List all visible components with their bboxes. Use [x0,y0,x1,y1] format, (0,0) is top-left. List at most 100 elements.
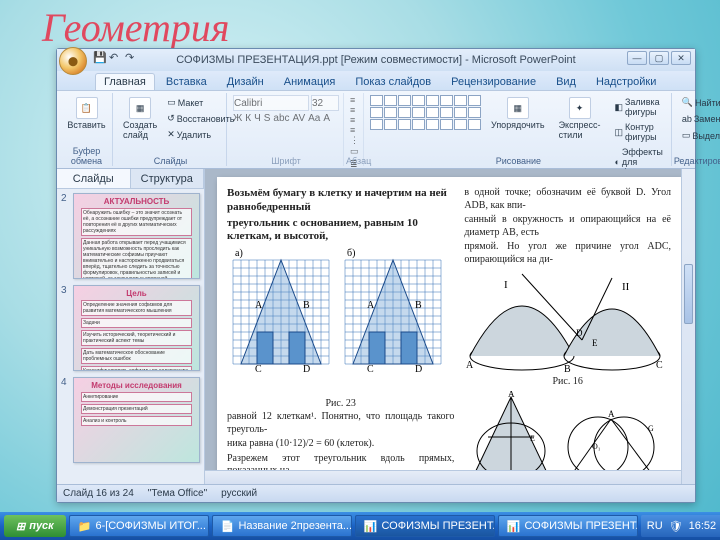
ribbon-tab-2[interactable]: Дизайн [218,73,273,90]
figure-label: Рис. 23 [227,398,454,409]
maximize-button[interactable]: ▢ [649,51,669,65]
thumbnail-item[interactable]: 2АКТУАЛЬНОСТЬОбнаружить ошибку – это зна… [61,193,200,279]
thumb-preview[interactable]: ЦельОпределение значения софизмов для ра… [73,285,200,371]
svg-text:II: II [622,281,630,293]
slide-view[interactable]: Возьмём бумагу в клетку и начертим на не… [205,169,695,484]
language-indicator: русский [221,488,257,499]
thumb-preview[interactable]: АКТУАЛЬНОСТЬОбнаружить ошибку – это знач… [73,193,200,279]
taskbar-item[interactable]: 📄Название 2презента... [212,515,352,537]
layout-button[interactable]: ▭ Макет [163,95,238,110]
vertical-scrollbar[interactable] [681,169,695,484]
shape-fill-button[interactable]: ◧ Заливка фигуры [610,95,666,119]
statusbar: Слайд 16 из 24 "Тема Office" русский [57,484,695,502]
outline-label: Контур фигуры [625,122,663,142]
save-icon[interactable]: 💾 [93,51,105,63]
group-label: Рисование [366,156,671,166]
ribbon-tab-5[interactable]: Рецензирование [442,73,545,90]
taskbar-item[interactable]: 📊СОФИЗМЫ ПРЕЗЕНТ... [498,515,638,537]
svg-text:а): а) [235,248,243,259]
app-label: Название 2презента... [238,520,351,532]
font-size-select[interactable] [311,95,339,111]
system-tray[interactable]: RU 🛡 16:52 [641,515,720,537]
reset-label: Восстановить [177,114,235,124]
svg-text:A: A [367,300,375,311]
new-slide-button[interactable]: ▦ Создать слайд [119,95,161,142]
svg-text:C: C [255,364,262,375]
text-line: санный в окружность и опирающийся на её … [464,214,671,239]
taskbar-item[interactable]: 📊СОФИЗМЫ ПРЕЗЕНТ... [355,515,495,537]
thumb-preview[interactable]: Методы исследованияАнкетированиеДемонстр… [73,377,200,463]
delete-button[interactable]: ✕ Удалить [163,127,238,142]
thumbnail-item[interactable]: 4Методы исследованияАнкетированиеДемонст… [61,377,200,463]
slide-left-column: Возьмём бумагу в клетку и начертим на не… [227,185,454,466]
font-style-button[interactable]: AV [293,113,306,124]
office-button[interactable]: ⬤ [59,47,87,75]
font-style-button[interactable]: Ж [233,113,242,124]
font-style-button[interactable]: abc [273,113,289,124]
shapes-gallery[interactable] [370,95,481,130]
paste-button[interactable]: 📋 Вставить [65,95,108,132]
undo-icon[interactable]: ↶ [109,51,121,63]
ribbon-tab-4[interactable]: Показ слайдов [346,73,440,90]
app-label: СОФИЗМЫ ПРЕЗЕНТ... [524,520,637,532]
paste-icon: 📋 [76,97,98,119]
arrange-button[interactable]: ▦Упорядочить [487,95,549,132]
close-button[interactable]: ✕ [671,51,691,65]
pane-tab[interactable]: Структура [131,169,205,188]
svg-text:B: B [303,300,310,311]
group-label: Буфер обмена [61,146,112,166]
taskbar-item[interactable]: 📁6-[СОФИЗМЫ ИТОГ... [69,515,209,537]
select-label: Выделить [692,131,720,141]
start-label: пуск [29,520,54,532]
font-style-button[interactable]: К [245,113,251,124]
powerpoint-window: ⬤ 💾 ↶ ↷ СОФИЗМЫ ПРЕЗЕНТАЦИЯ.ppt [Режим с… [56,48,696,503]
quickstyles-button[interactable]: ✦Экспресс-стили [555,95,605,142]
thumbnail-item[interactable]: 3ЦельОпределение значения софизмов для р… [61,285,200,371]
thumb-number: 4 [61,377,69,463]
ribbon-tab-0[interactable]: Главная [95,73,155,90]
svg-text:C: C [656,360,663,371]
find-label: Найти [695,98,720,108]
find-button[interactable]: 🔍 Найти [678,95,720,110]
svg-text:E: E [592,338,598,348]
redo-icon[interactable]: ↷ [125,51,137,63]
ribbon-tab-1[interactable]: Вставка [157,73,216,90]
replace-label: Заменить [694,114,720,124]
font-style-button[interactable]: A [323,113,330,124]
pane-tab[interactable]: Слайды [57,169,131,188]
horizontal-scrollbar[interactable] [205,470,681,484]
taskbar: ⊞ пуск 📁6-[СОФИЗМЫ ИТОГ...📄Название 2пре… [0,512,720,540]
shape-outline-button[interactable]: ◫ Контур фигуры [610,120,666,144]
font-style-button[interactable]: Aa [308,113,320,124]
svg-text:G: G [648,424,654,433]
titlebar: ⬤ 💾 ↶ ↷ СОФИЗМЫ ПРЕЗЕНТАЦИЯ.ppt [Режим с… [57,49,695,71]
minimize-button[interactable]: — [627,51,647,65]
thumbnails-list[interactable]: 2АКТУАЛЬНОСТЬОбнаружить ошибку – это зна… [57,189,204,484]
svg-text:O₁: O₁ [592,442,601,451]
tray-icon[interactable]: 🛡 [669,520,683,533]
lang-indicator[interactable]: RU [647,520,663,532]
svg-text:A: A [608,409,615,419]
ribbon-tabs: ГлавнаяВставкаДизайнАнимацияПоказ слайдо… [57,71,695,91]
reset-button[interactable]: ↺ Восстановить [163,111,238,126]
new-slide-label: Создать слайд [123,120,157,140]
svg-text:A: A [255,300,263,311]
quick-access-toolbar[interactable]: 💾 ↶ ↷ [93,51,137,63]
font-style-button[interactable]: S [264,113,271,124]
layout-label: Макет [178,98,203,108]
scroll-thumb[interactable] [684,264,693,324]
ribbon-tab-3[interactable]: Анимация [275,73,345,90]
ribbon: 📋 Вставить Буфер обмена ▦ Создать слайд … [57,91,695,169]
ribbon-tab-6[interactable]: Вид [547,73,585,90]
font-family-select[interactable] [233,95,309,111]
select-button[interactable]: ▭ Выделить [678,128,720,143]
group-label: Шрифт [229,156,343,166]
start-button[interactable]: ⊞ пуск [4,515,66,537]
arrange-label: Упорядочить [491,120,545,130]
text-line: в одной точке; обозначим её буквой D. Уг… [464,187,671,212]
figure-23: а)ABCDб)ABCD [227,246,447,396]
replace-button[interactable]: ab Заменить [678,112,720,126]
group-drawing: ▦Упорядочить ✦Экспресс-стили ◧ Заливка ф… [366,93,672,166]
ribbon-tab-7[interactable]: Надстройки [587,73,665,90]
font-style-button[interactable]: Ч [254,113,261,124]
